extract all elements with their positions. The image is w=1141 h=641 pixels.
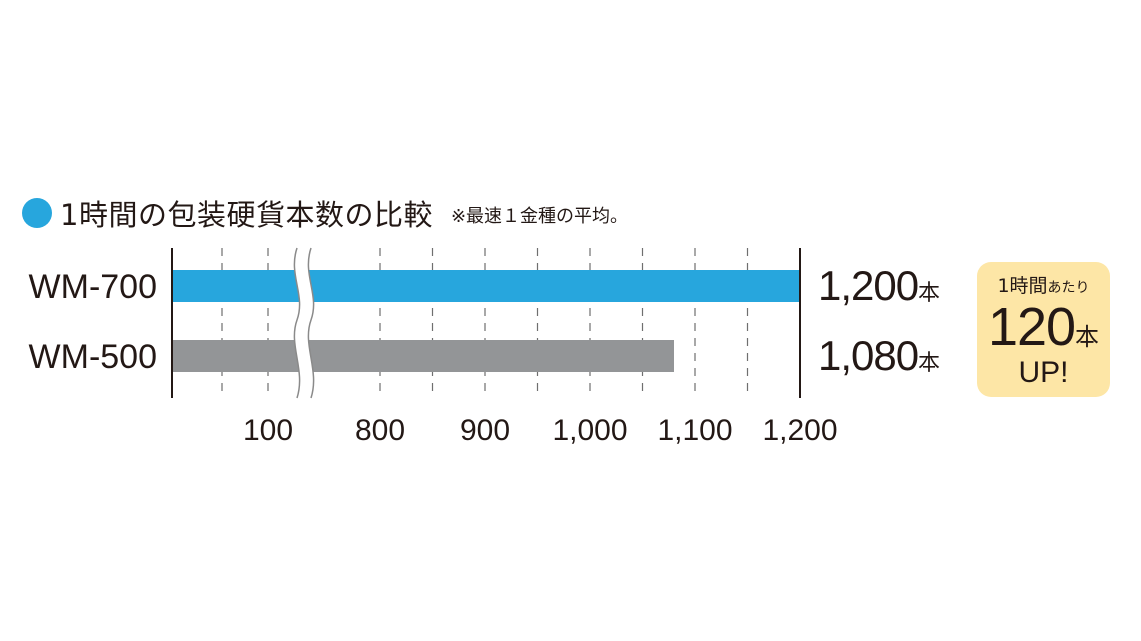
value-label: 1,080 — [818, 332, 918, 379]
value-unit-label: 本 — [918, 351, 940, 376]
x-tick-label: 1,000 — [552, 414, 627, 447]
x-tick-label: 100 — [243, 414, 293, 447]
category-label: WM-500 — [29, 338, 157, 376]
callout-line1-small: あたり — [1047, 280, 1090, 296]
value-unit-label: 本 — [918, 281, 940, 306]
callout-line2: 120本 — [977, 296, 1110, 358]
callout-line1-main: 1時間 — [997, 275, 1048, 297]
callout-value: 120 — [987, 297, 1076, 357]
axis-break-wave-right — [307, 247, 315, 399]
bullet-dot-icon — [22, 198, 52, 228]
value-label: 1,200 — [818, 262, 918, 309]
chart-title: 1時間の包装硬貨本数の比較 — [60, 198, 433, 232]
axis-break-band — [294, 248, 314, 398]
callout-box: 1時間あたり 120本 UP! — [977, 262, 1110, 397]
callout-up-label: UP! — [1018, 356, 1069, 389]
x-tick-label: 900 — [460, 414, 510, 447]
x-tick-label: 1,100 — [657, 414, 732, 447]
chart-title-row: 1時間の包装硬貨本数の比較 ※最速１金種の平均。 — [22, 188, 628, 238]
bar-wm-500 — [172, 340, 674, 372]
bar-wm-700 — [172, 270, 800, 302]
x-tick-label: 800 — [355, 414, 405, 447]
chart-note: ※最速１金種の平均。 — [450, 206, 629, 227]
category-label: WM-700 — [29, 268, 157, 306]
callout-unit: 本 — [1075, 323, 1100, 351]
axis-break-wave-left — [293, 247, 301, 399]
x-tick-label: 1,200 — [762, 414, 837, 447]
callout-line1: 1時間あたり — [977, 271, 1110, 298]
